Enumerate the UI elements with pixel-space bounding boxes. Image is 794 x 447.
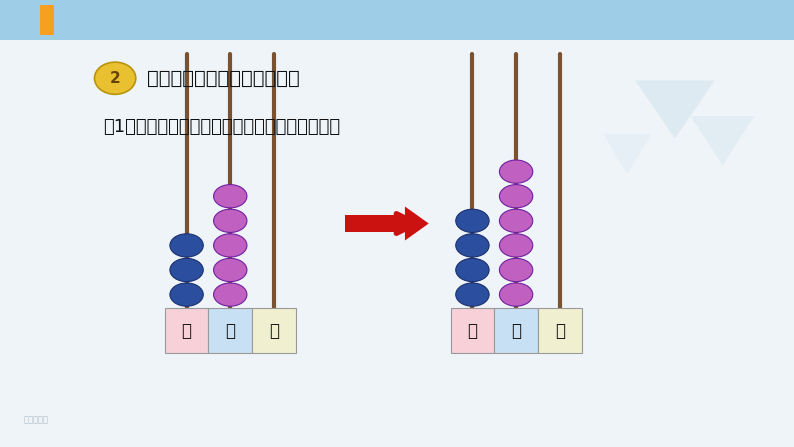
Text: 2: 2 xyxy=(110,71,121,86)
Ellipse shape xyxy=(214,209,247,232)
Polygon shape xyxy=(635,80,715,139)
Bar xyxy=(494,308,538,353)
Ellipse shape xyxy=(214,234,247,257)
Bar xyxy=(0,0,794,40)
Ellipse shape xyxy=(499,234,533,257)
Ellipse shape xyxy=(499,209,533,232)
Text: 十: 十 xyxy=(225,322,235,340)
Ellipse shape xyxy=(456,258,489,282)
Text: （1）一十一十地数，从三百五十数到四百六十。: （1）一十一十地数，从三百五十数到四百六十。 xyxy=(103,118,341,136)
Text: 百: 百 xyxy=(182,322,191,340)
Bar xyxy=(40,5,54,35)
Polygon shape xyxy=(603,134,651,174)
Text: 十: 十 xyxy=(511,322,521,340)
Ellipse shape xyxy=(214,283,247,306)
Ellipse shape xyxy=(456,283,489,306)
Bar xyxy=(538,308,581,353)
Ellipse shape xyxy=(456,209,489,232)
Text: 个: 个 xyxy=(269,322,279,340)
Bar xyxy=(208,308,252,353)
Ellipse shape xyxy=(170,258,203,282)
Text: 个: 个 xyxy=(555,322,565,340)
Ellipse shape xyxy=(214,258,247,282)
Bar xyxy=(252,308,295,353)
Ellipse shape xyxy=(499,160,533,183)
Polygon shape xyxy=(405,207,429,240)
Bar xyxy=(451,308,494,353)
Bar xyxy=(345,215,409,232)
Ellipse shape xyxy=(499,258,533,282)
Ellipse shape xyxy=(499,185,533,208)
Ellipse shape xyxy=(499,283,533,306)
Ellipse shape xyxy=(170,234,203,257)
Polygon shape xyxy=(691,116,754,165)
Ellipse shape xyxy=(456,234,489,257)
Ellipse shape xyxy=(170,283,203,306)
Ellipse shape xyxy=(214,185,247,208)
Text: 百: 百 xyxy=(468,322,477,340)
Text: 为梦想奋斗: 为梦想奋斗 xyxy=(24,416,48,425)
Ellipse shape xyxy=(94,62,136,94)
Bar xyxy=(164,308,208,353)
Text: 在计数器上一边拨珠一边数。: 在计数器上一边拨珠一边数。 xyxy=(147,69,299,88)
